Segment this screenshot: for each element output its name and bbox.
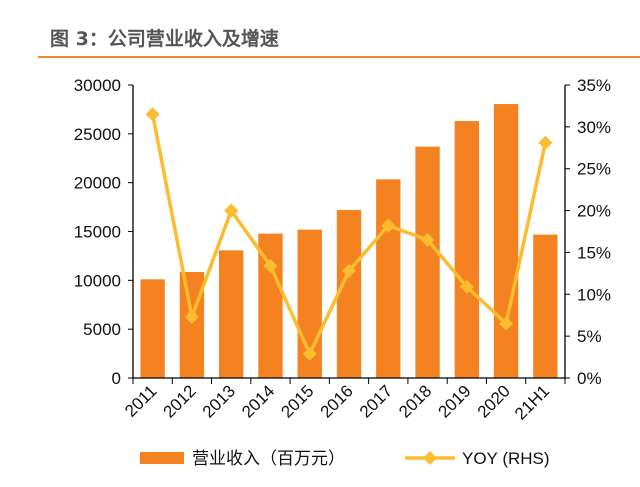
left-tick-label: 30000: [74, 76, 121, 95]
x-tick-label: 2016: [317, 381, 357, 421]
left-tick-label: 5000: [83, 320, 121, 339]
bar-2017: [376, 179, 401, 378]
bar-2013: [219, 250, 244, 378]
bar-2014: [258, 233, 283, 378]
legend-bar-swatch: [140, 452, 184, 464]
bar-2011: [140, 279, 165, 378]
left-tick-label: 15000: [74, 223, 121, 242]
right-tick-label: 30%: [577, 118, 611, 137]
legend-line-label: YOY (RHS): [462, 449, 550, 468]
legend-line-marker: [423, 451, 437, 465]
right-tick-label: 25%: [577, 160, 611, 179]
yoy-point-21H1: [538, 135, 553, 150]
right-tick-label: 35%: [577, 76, 611, 95]
bar-2019: [454, 121, 479, 378]
left-tick-label: 0: [112, 369, 121, 388]
bar-2018: [415, 146, 440, 378]
chart-title: 图 3：公司营业收入及增速: [50, 28, 279, 50]
x-tick-label: 2018: [395, 381, 435, 421]
left-tick-label: 10000: [74, 271, 121, 290]
legend-bar-label: 营业收入（百万元）: [192, 449, 345, 469]
yoy-point-2014: [263, 258, 278, 273]
left-tick-label: 20000: [74, 174, 121, 193]
right-tick-label: 20%: [577, 202, 611, 221]
right-tick-label: 10%: [577, 285, 611, 304]
yoy-point-2013: [224, 203, 239, 218]
yoy-point-2017: [381, 218, 396, 233]
x-tick-label: 2014: [238, 381, 278, 421]
yoy-point-2018: [420, 232, 435, 247]
yoy-point-2020: [499, 316, 514, 331]
x-tick-label: 2012: [160, 381, 200, 421]
right-tick-label: 15%: [577, 243, 611, 262]
yoy-point-2011: [145, 107, 160, 122]
x-tick-label: 2019: [434, 381, 474, 421]
right-tick-label: 0%: [577, 369, 602, 388]
title-rule: [38, 56, 640, 58]
yoy-point-2015: [302, 346, 317, 361]
bar-2016: [336, 210, 362, 378]
x-tick-label: 2013: [199, 381, 239, 421]
x-tick-label: 2011: [121, 381, 160, 420]
bar-2012: [179, 272, 205, 378]
yoy-point-2019: [459, 279, 474, 294]
x-tick-label: 2017: [356, 381, 396, 421]
x-tick-label: 2015: [277, 381, 317, 421]
bar-21H1: [533, 234, 558, 378]
x-tick-label: 21H1: [511, 381, 553, 423]
bar-2020: [493, 104, 519, 379]
yoy-point-2016: [342, 263, 356, 278]
yoy-point-2012: [184, 309, 199, 324]
right-tick-label: 5%: [577, 327, 602, 346]
x-tick-label: 2020: [474, 381, 514, 421]
left-tick-label: 25000: [74, 125, 121, 144]
